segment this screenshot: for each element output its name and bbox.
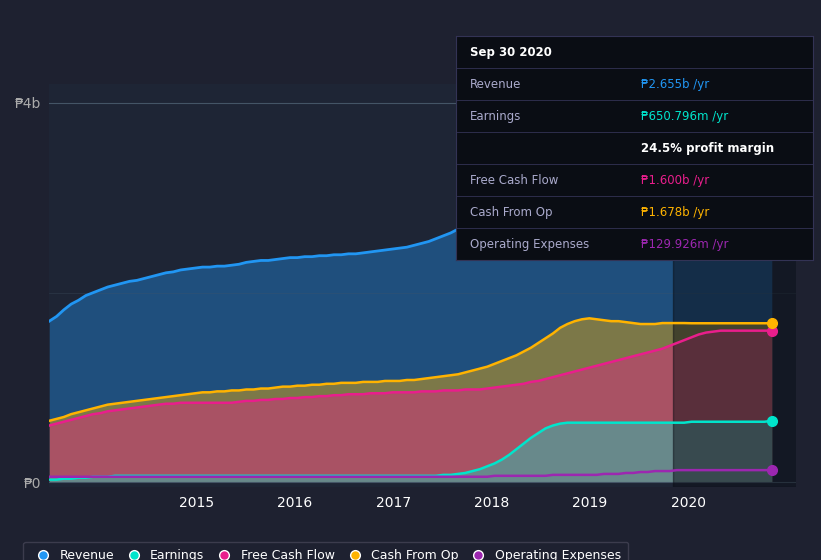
Text: Sep 30 2020: Sep 30 2020 <box>470 46 552 59</box>
Text: Cash From Op: Cash From Op <box>470 206 553 219</box>
Text: Free Cash Flow: Free Cash Flow <box>470 174 558 187</box>
Text: ₱1.600b /yr: ₱1.600b /yr <box>641 174 709 187</box>
Text: 24.5% profit margin: 24.5% profit margin <box>641 142 774 155</box>
Text: ₱650.796m /yr: ₱650.796m /yr <box>641 110 728 123</box>
Text: Revenue: Revenue <box>470 78 521 91</box>
Bar <box>673 84 806 487</box>
Text: ₱2.655b /yr: ₱2.655b /yr <box>641 78 709 91</box>
Text: ₱1.678b /yr: ₱1.678b /yr <box>641 206 709 219</box>
Text: Earnings: Earnings <box>470 110 521 123</box>
Legend: Revenue, Earnings, Free Cash Flow, Cash From Op, Operating Expenses: Revenue, Earnings, Free Cash Flow, Cash … <box>23 542 628 560</box>
Text: ₱129.926m /yr: ₱129.926m /yr <box>641 238 729 251</box>
Text: Operating Expenses: Operating Expenses <box>470 238 589 251</box>
